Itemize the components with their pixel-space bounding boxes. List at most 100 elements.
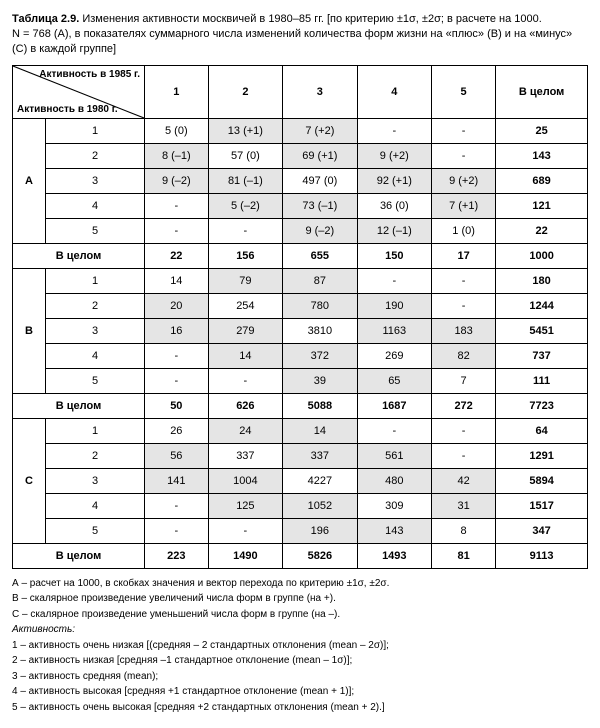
cell: 25 [496,118,588,143]
foot-B: В – скалярное произведение увеличений чи… [12,592,588,606]
cell: 9 (+2) [432,168,496,193]
row-label: 4 [46,493,145,518]
group-label: В [13,268,46,393]
cell: 279 [208,318,282,343]
total-cell: 156 [208,243,282,268]
col-head: 3 [283,65,357,118]
cell: 196 [283,518,357,543]
cell: 347 [496,518,588,543]
foot-a1: 1 – активность очень низкая [(средняя – … [12,639,588,653]
cell: 143 [496,143,588,168]
total-cell: 1687 [357,393,431,418]
total-cell: 5826 [283,543,357,568]
cell: 20 [145,293,209,318]
table-row: 5--1961438347 [13,518,588,543]
cell: 689 [496,168,588,193]
cell: - [357,418,431,443]
activity-table: Активность в 1985 г. Активность в 1980 г… [12,65,588,569]
cell: 82 [432,343,496,368]
total-cell: 7723 [496,393,588,418]
cell: 7 [432,368,496,393]
row-label: 3 [46,468,145,493]
row-label: 4 [46,343,145,368]
row-label: 5 [46,368,145,393]
cell: 36 (0) [357,193,431,218]
cell: 5 (0) [145,118,209,143]
cell: 56 [145,443,209,468]
cell: 73 (–1) [283,193,357,218]
diag-top-label: Активность в 1985 г. [39,69,140,80]
row-label: 5 [46,218,145,243]
table-row: 256337337561-1291 [13,443,588,468]
foot-A: А – расчет на 1000, в скобках значения и… [12,577,588,591]
cell: - [145,193,209,218]
cell: 561 [357,443,431,468]
row-label: 1 [46,418,145,443]
cell: - [432,443,496,468]
caption-line1: Изменения активности москвичей в 1980–85… [79,13,542,25]
total-cell: 655 [283,243,357,268]
foot-a3: 3 – активность средняя (mean); [12,670,588,684]
row-label: 3 [46,168,145,193]
cell: 372 [283,343,357,368]
cell: 4227 [283,468,357,493]
total-label: В целом [13,393,145,418]
total-row: В целом50626508816872727723 [13,393,588,418]
cell: 64 [496,418,588,443]
foot-a5: 5 – активность очень высокая [средняя +2… [12,701,588,715]
cell: 125 [208,493,282,518]
cell: 13 (+1) [208,118,282,143]
table-row: 28 (–1)57 (0)69 (+1)9 (+2)-143 [13,143,588,168]
cell: 24 [208,418,282,443]
cell: 5894 [496,468,588,493]
cell: - [145,493,209,518]
cell: 8 (–1) [145,143,209,168]
table-row: С1262414--64 [13,418,588,443]
cell: 1244 [496,293,588,318]
total-cell: 1000 [496,243,588,268]
table-row: А15 (0)13 (+1)7 (+2)--25 [13,118,588,143]
total-cell: 626 [208,393,282,418]
cell: 22 [496,218,588,243]
cell: 26 [145,418,209,443]
cell: 480 [357,468,431,493]
row-label: 5 [46,518,145,543]
cell: 1 (0) [432,218,496,243]
foot-a4: 4 – активность высокая [средняя +1 станд… [12,685,588,699]
total-cell: 50 [145,393,209,418]
cell: 69 (+1) [283,143,357,168]
cell: 143 [357,518,431,543]
cell: 7 (+2) [283,118,357,143]
col-head: В целом [496,65,588,118]
cell: - [432,293,496,318]
caption-lead: Таблица 2.9. [12,13,79,25]
cell: 1291 [496,443,588,468]
col-head: 1 [145,65,209,118]
cell: 57 (0) [208,143,282,168]
col-head: 4 [357,65,431,118]
cell: - [432,418,496,443]
foot-a2: 2 – активность низкая [средняя –1 станда… [12,654,588,668]
total-cell: 9113 [496,543,588,568]
cell: - [208,218,282,243]
total-cell: 150 [357,243,431,268]
col-head: 2 [208,65,282,118]
cell: - [145,343,209,368]
row-label: 4 [46,193,145,218]
cell: 92 (+1) [357,168,431,193]
cell: - [357,268,431,293]
cell: 16 [145,318,209,343]
table-row: 5--9 (–2)12 (–1)1 (0)22 [13,218,588,243]
table-row: 5--39657111 [13,368,588,393]
cell: 1163 [357,318,431,343]
table-row: 4-1437226982737 [13,343,588,368]
cell: - [432,143,496,168]
table-row: В1147987--180 [13,268,588,293]
cell: 9 (–2) [283,218,357,243]
cell: 5 (–2) [208,193,282,218]
table-row: 220254780190-1244 [13,293,588,318]
row-label: 1 [46,118,145,143]
total-row: В целом223149058261493819113 [13,543,588,568]
cell: 497 (0) [283,168,357,193]
row-label: 2 [46,143,145,168]
